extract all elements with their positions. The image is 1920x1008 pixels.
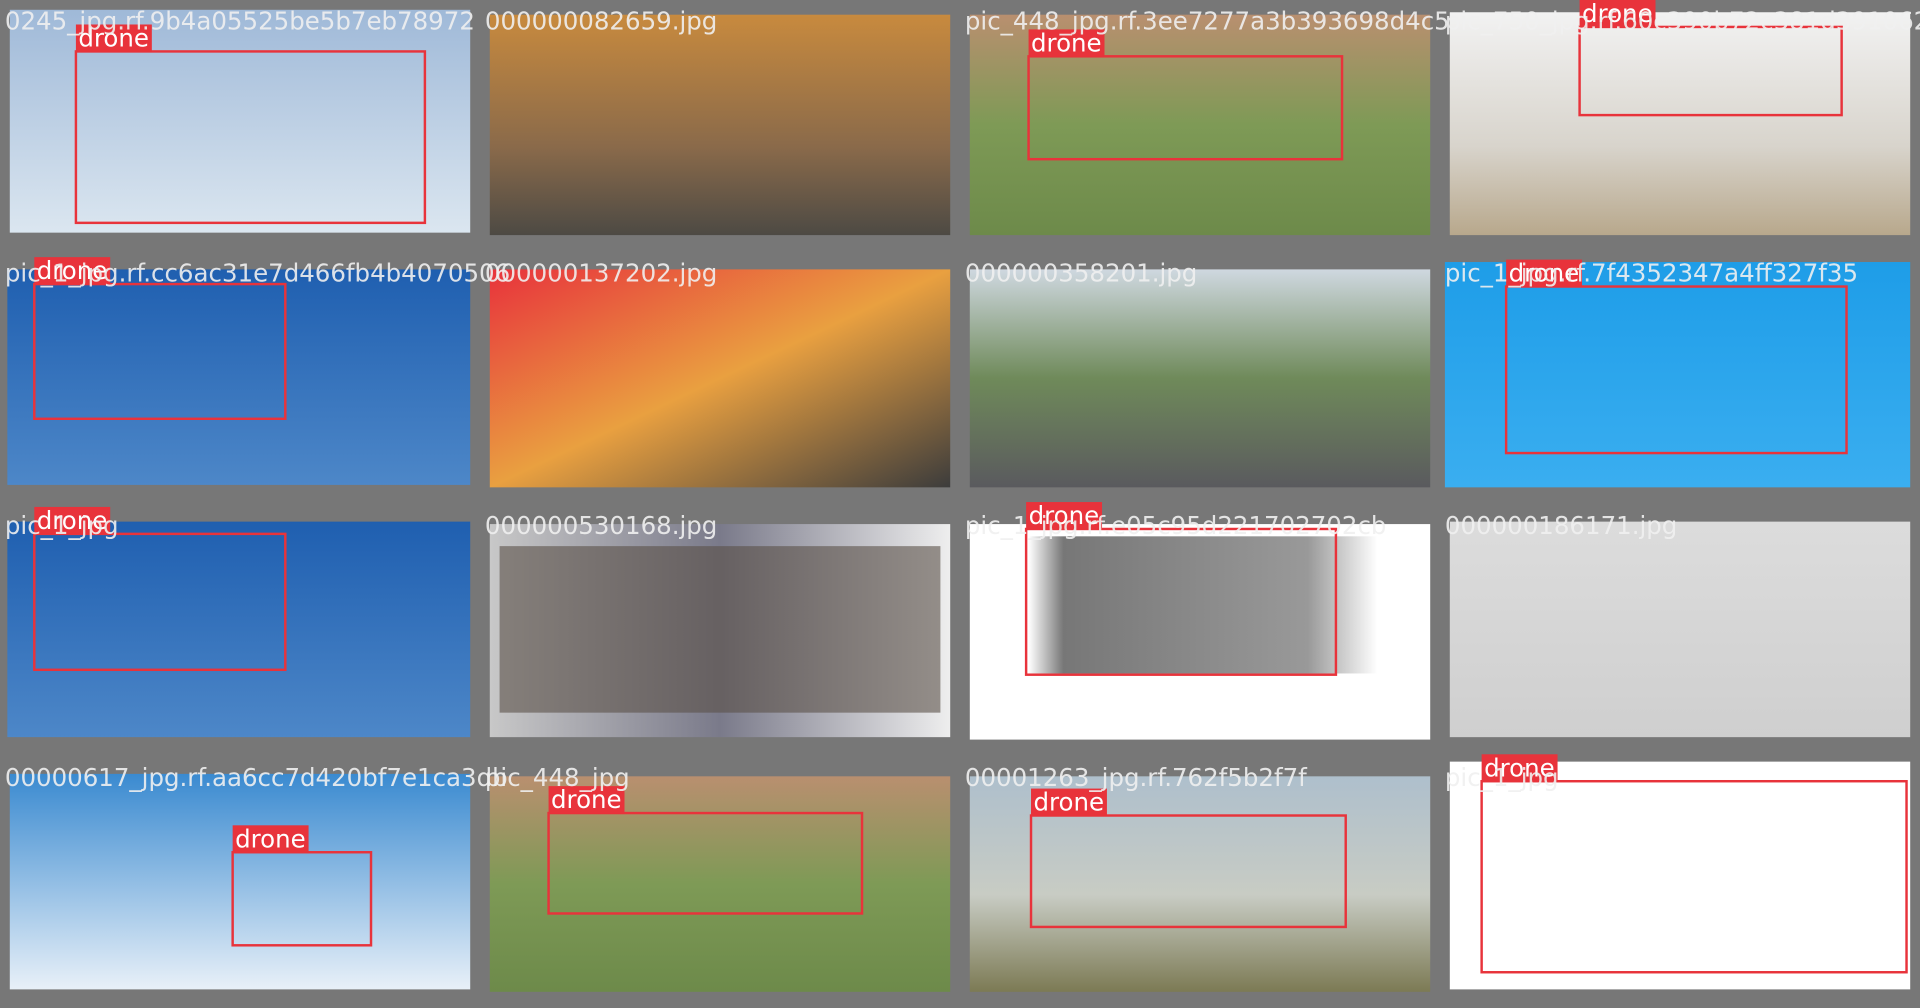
box-label-bg [1506, 259, 1583, 287]
filename: pic_448_jpg.rf.3ee7277a3b393698d4c5 [965, 6, 1450, 35]
bounding-box [1480, 779, 1908, 974]
box-label-bg [1481, 754, 1558, 782]
filename: 0245_jpg.rf.9b4a05525be5b7eb78972 [5, 6, 475, 35]
bounding-box [33, 282, 287, 420]
image-tile [7, 269, 471, 485]
box-label-bg [548, 786, 625, 814]
filename: pic_1_jpg [5, 511, 119, 540]
filename: pic_1_jpg.rf.e05c95d221702702cb [965, 511, 1387, 540]
box-label-bg [232, 825, 309, 853]
image-tile [9, 773, 471, 990]
filename: 000000137202.jpg [485, 259, 717, 288]
filename: 00001263_jpg.rf.762f5b2f7f [965, 763, 1308, 792]
box-label-bg [1031, 788, 1107, 816]
box-label: drone [1033, 788, 1104, 817]
filename: 000000186171.jpg [1445, 511, 1677, 540]
photo-detail [499, 546, 941, 713]
filename: 000000358201.jpg [965, 259, 1197, 288]
bounding-box [547, 811, 864, 915]
box-label-bg [75, 24, 152, 52]
image-tile [1449, 761, 1911, 990]
filename: 000000082659.jpg [485, 6, 717, 35]
box-label-bg [34, 257, 111, 285]
image-tile [7, 521, 471, 738]
box-label: drone [1582, 0, 1653, 28]
box-label: drone [78, 24, 149, 53]
bounding-box [74, 50, 427, 225]
filename: pic_448_jpg [485, 763, 630, 792]
image-tile [489, 14, 951, 236]
box-label: drone [551, 785, 622, 814]
bounding-box [1504, 285, 1848, 455]
box-label: drone [1029, 501, 1100, 530]
box-label: drone [1031, 28, 1102, 57]
image-tile [489, 269, 951, 488]
filename: pic_750_jpg.rf.60c390b72c381d391062 [1445, 6, 1920, 35]
box-label: drone [37, 256, 108, 285]
image-tile [1444, 262, 1911, 488]
bounding-box [1029, 814, 1347, 929]
box-label: drone [1484, 753, 1555, 782]
bounding-box [1024, 527, 1338, 676]
image-tile [1449, 12, 1911, 236]
bounding-box [33, 532, 287, 672]
box-label-bg [1026, 502, 1103, 529]
bounding-box [1027, 55, 1344, 161]
bounding-box [1578, 25, 1843, 117]
box-label-bg [1028, 29, 1105, 57]
filename: 000000530168.jpg [485, 511, 717, 540]
filename: pic_1_jpg [1445, 763, 1559, 792]
filename: 00000617_jpg.rf.aa6cc7d420bf7e1ca3db [5, 763, 508, 792]
box-label: drone [1509, 259, 1580, 288]
box-label: drone [235, 824, 306, 853]
photo-detail [1028, 536, 1378, 674]
box-label-bg [34, 506, 111, 534]
image-tile [969, 269, 1431, 488]
box-label-bg [1579, 0, 1656, 27]
filename: pic_1_jpg.rf.7f4352347a4ff327f35 [1445, 259, 1858, 288]
filename: pic_1_jpg.rf.cc6ac31e7d466fb4b4070506 [5, 259, 510, 288]
image-tile [1449, 521, 1911, 738]
box-label: drone [37, 506, 108, 535]
